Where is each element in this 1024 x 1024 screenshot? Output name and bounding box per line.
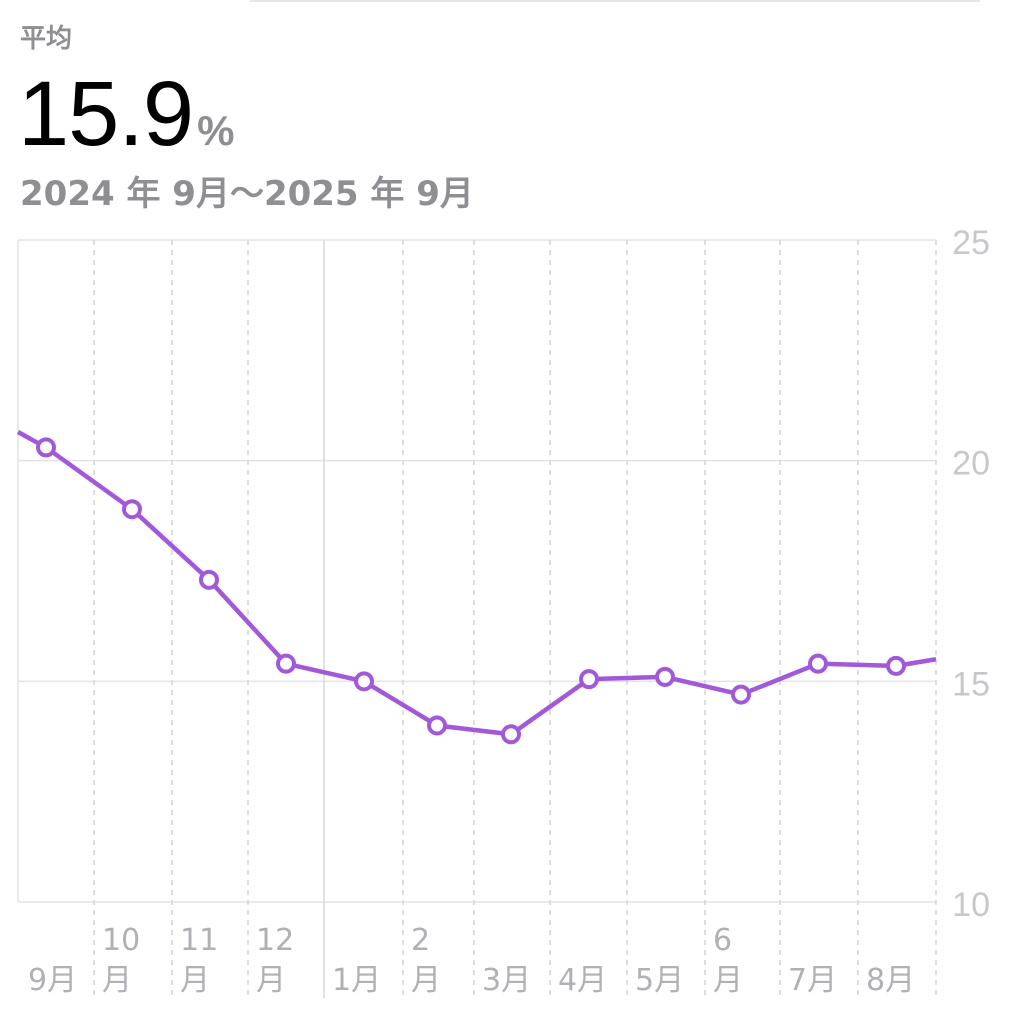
y-tick-label: 10: [952, 886, 990, 924]
x-tick-label-top: 2: [411, 923, 430, 958]
average-unit: %: [197, 107, 235, 154]
data-point: [427, 715, 447, 736]
x-tick-label-bottom: 8月: [866, 963, 915, 998]
y-tick-label: 25: [952, 224, 990, 262]
data-point: [886, 655, 906, 676]
data-point: [354, 671, 374, 692]
x-tick-label-bottom: 月: [102, 963, 132, 998]
x-tick-label-top: 11: [180, 923, 218, 958]
data-point: [501, 724, 521, 745]
x-tick-label-top: 6: [713, 923, 732, 958]
average-label: 平均: [20, 24, 73, 54]
top-divider: [250, 0, 980, 2]
x-tick-label-top: 12: [256, 923, 294, 958]
data-point: [36, 437, 56, 458]
x-tick-label-bottom: 7月: [788, 963, 837, 998]
y-tick-label: 20: [952, 445, 990, 483]
x-tick-label-bottom: 5月: [635, 963, 684, 998]
date-range: 2024 年 9月〜2025 年 9月: [20, 174, 474, 214]
x-tick-label-bottom: 9月: [28, 963, 77, 998]
data-point: [276, 653, 296, 674]
x-tick-label-bottom: 月: [411, 963, 441, 998]
x-tick-label-bottom: 3月: [482, 963, 531, 998]
average-value: 15.9 %: [18, 68, 234, 160]
data-point: [655, 666, 675, 687]
x-tick-label-bottom: 4月: [558, 963, 607, 998]
series-line: [16, 430, 937, 737]
data-point: [808, 653, 828, 674]
x-tick-label-bottom: 1月: [332, 963, 381, 998]
x-tick-label-top: 10: [102, 923, 140, 958]
x-tick-label-bottom: 月: [256, 963, 286, 998]
data-point: [122, 499, 142, 520]
average-number: 15.9: [18, 63, 194, 165]
data-point: [579, 669, 599, 690]
data-point: [731, 684, 751, 705]
data-point: [199, 569, 219, 590]
x-tick-label-bottom: 月: [713, 963, 743, 998]
y-tick-label: 15: [952, 665, 990, 703]
x-tick-label-bottom: 月: [180, 963, 210, 998]
